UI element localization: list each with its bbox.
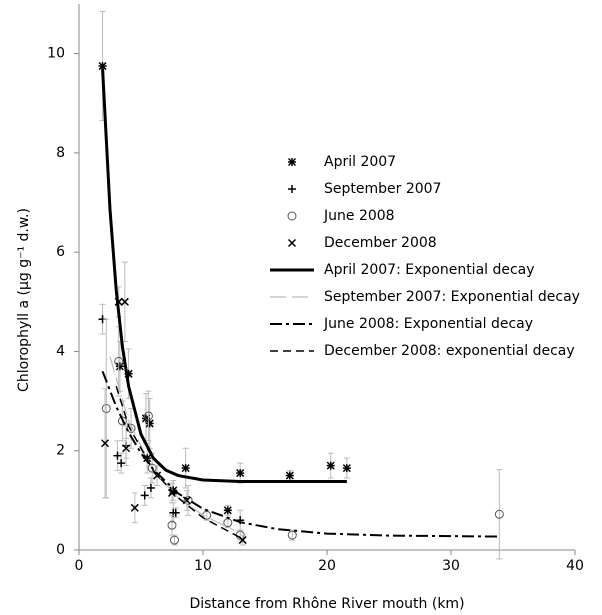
marker — [145, 419, 154, 428]
marker — [167, 520, 177, 530]
legend-label: December 2008: exponential decay — [324, 343, 575, 359]
marker — [147, 463, 157, 473]
x-tick-label: 30 — [442, 558, 460, 574]
y-tick-label: 10 — [47, 46, 65, 62]
x-tick-label: 40 — [566, 558, 584, 574]
marker — [143, 411, 153, 421]
x-tick-label: 0 — [75, 558, 84, 574]
legend-label: April 2007 — [324, 154, 396, 170]
legend-label: December 2008 — [324, 235, 437, 251]
marker — [122, 444, 131, 453]
marker — [287, 530, 297, 540]
marker — [130, 503, 139, 512]
y-tick-label: 6 — [56, 244, 65, 260]
marker — [117, 416, 127, 426]
legend-label: September 2007 — [324, 181, 441, 197]
y-tick-label: 8 — [56, 145, 65, 161]
marker — [169, 535, 179, 545]
marker — [238, 536, 247, 545]
x-tick-label: 20 — [318, 558, 336, 574]
marker — [120, 297, 129, 306]
marker — [285, 471, 294, 480]
marker — [115, 362, 124, 371]
legend-marker — [288, 185, 296, 193]
fit-line — [101, 68, 347, 484]
y-tick-label: 2 — [56, 443, 65, 459]
marker — [117, 459, 126, 468]
marker — [326, 461, 335, 470]
marker — [101, 404, 111, 414]
legend-label: April 2007: Exponential decay — [324, 262, 535, 278]
legend-label: September 2007: Exponential decay — [324, 289, 580, 305]
marker — [171, 508, 180, 517]
marker — [181, 464, 190, 473]
marker — [113, 451, 122, 460]
marker — [494, 509, 504, 519]
legend-marker — [287, 157, 297, 167]
legend-label: June 2008 — [323, 208, 395, 224]
x-axis-label: Distance from Rhône River mouth (km) — [189, 596, 464, 611]
y-axis-label: Chlorophyll a (µg g⁻¹ d.w.) — [16, 208, 32, 392]
marker — [101, 439, 110, 448]
y-tick-label: 4 — [56, 343, 65, 359]
fit-line — [115, 385, 241, 539]
y-tick-label: 0 — [56, 542, 65, 558]
marker — [140, 491, 149, 500]
marker — [236, 469, 245, 478]
marker — [342, 464, 351, 473]
legend-marker — [287, 238, 297, 248]
marker — [223, 506, 232, 515]
x-tick-label: 10 — [194, 558, 212, 574]
legend-label: June 2008: Exponential decay — [323, 316, 533, 332]
marker — [146, 483, 155, 492]
legend-marker — [287, 211, 297, 221]
marker — [183, 495, 193, 505]
fit-line — [101, 370, 501, 538]
marker — [114, 356, 124, 366]
